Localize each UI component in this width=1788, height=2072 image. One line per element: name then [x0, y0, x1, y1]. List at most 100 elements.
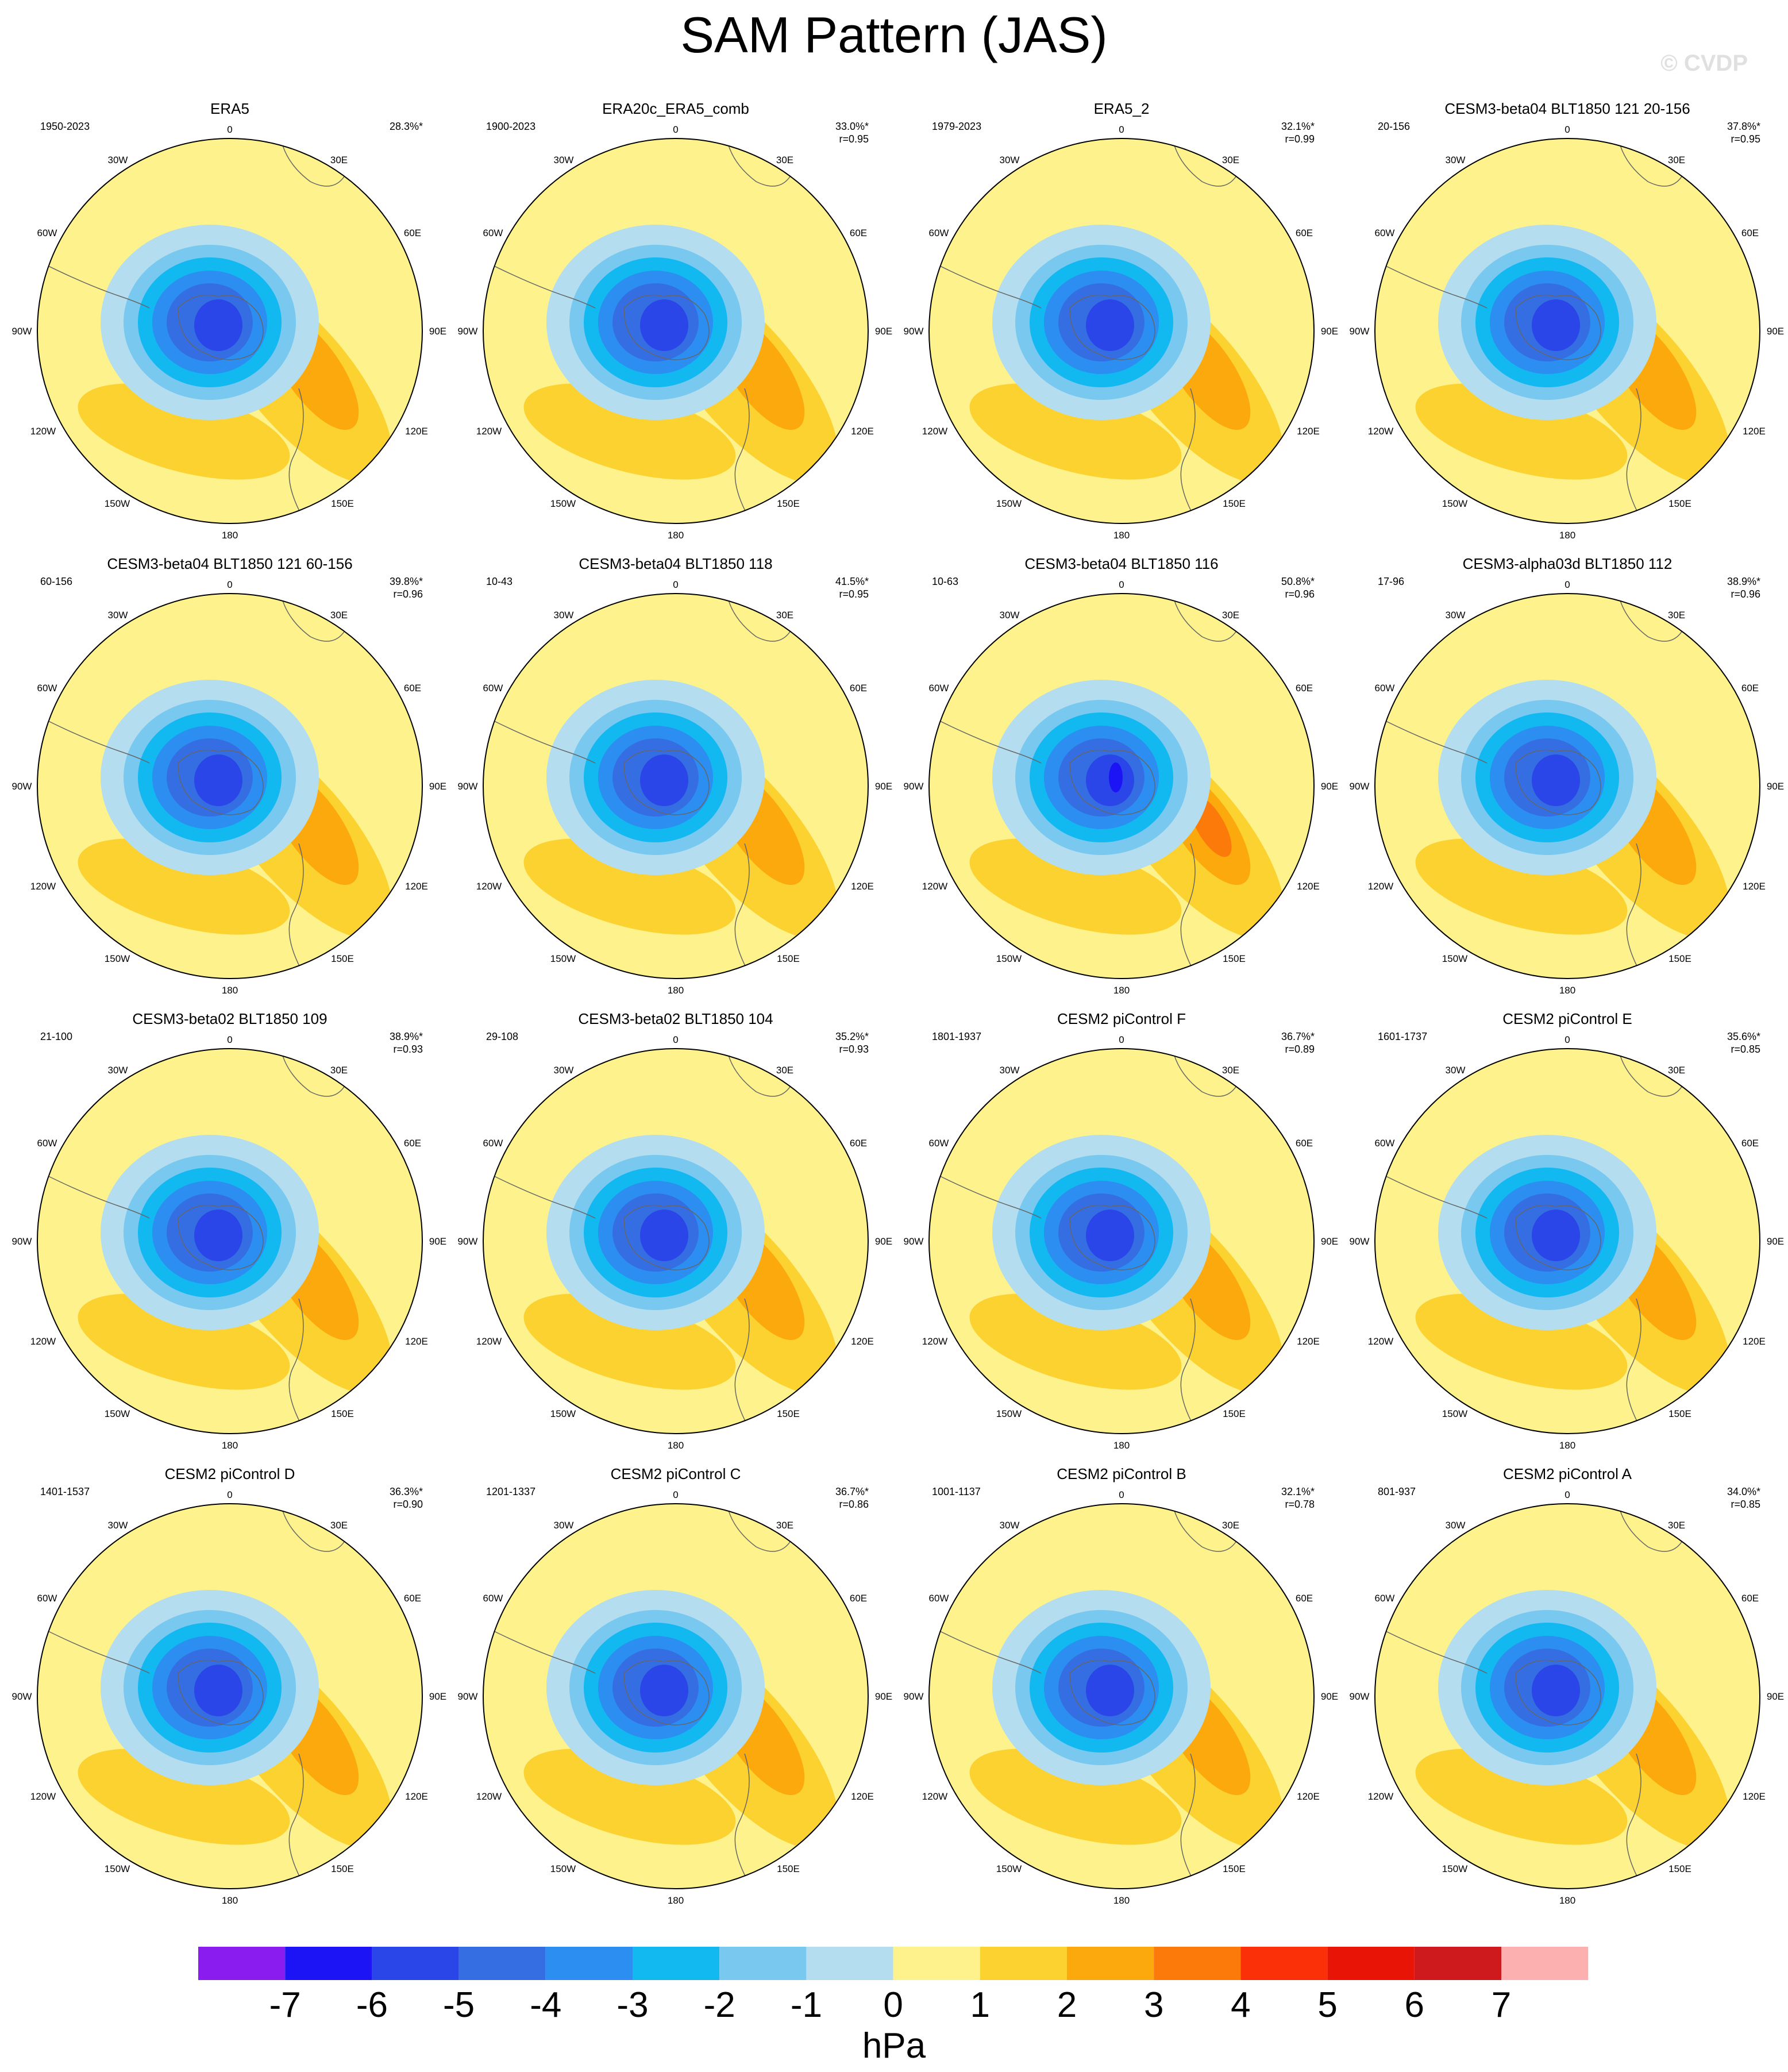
coastline: [1377, 1172, 1488, 1219]
lon-label: 60W: [37, 1593, 57, 1604]
panel-variance: 28.3%*: [390, 121, 423, 132]
colorbar-tick-label: 7: [1492, 1985, 1511, 2025]
panel-correlation: r=0.85: [1731, 1499, 1760, 1510]
lon-label: 150E: [1668, 1863, 1691, 1874]
lon-label: 90W: [904, 781, 924, 792]
coastline: [1515, 294, 1601, 360]
sam-field: [483, 138, 868, 523]
lon-label: 90E: [875, 781, 892, 792]
coastline: [931, 261, 1042, 309]
panel-variance: 36.7%*: [835, 1486, 869, 1497]
panel-title: CESM2 piControl A: [1503, 1465, 1632, 1482]
lon-label: 90W: [12, 326, 32, 337]
panel-title: CESM2 piControl E: [1502, 1010, 1632, 1027]
sam-field: [483, 594, 868, 979]
coastline: [1069, 1204, 1155, 1270]
lon-label: 90E: [875, 1236, 892, 1247]
lon-label: 120W: [1368, 1336, 1393, 1347]
coastline: [40, 1627, 150, 1674]
panel-correlation: r=0.95: [1731, 133, 1760, 145]
colorbar-swatch: [458, 1947, 546, 1980]
lon-label: 150E: [331, 1863, 354, 1874]
lon-label: 90E: [429, 1236, 446, 1247]
lon-label: 150E: [331, 1408, 354, 1419]
map-border: [483, 138, 869, 524]
lon-label: 30E: [1222, 155, 1239, 165]
panel-period: 1900-2023: [486, 121, 535, 132]
positive-anomaly: [1415, 383, 1628, 480]
lon-label: 90E: [1321, 1236, 1338, 1247]
map-panel: CESM3-beta02 BLT1850 109 21-100 38.9%*r=0.…: [12, 1010, 447, 1451]
panel-period: 21-100: [40, 1031, 72, 1042]
lon-label: 90W: [1350, 781, 1370, 792]
lon-label: 150E: [777, 1863, 800, 1874]
lon-label: 60E: [1296, 1593, 1313, 1604]
panel-title: CESM3-alpha03d BLT1850 112: [1463, 555, 1673, 572]
coastline: [281, 596, 345, 642]
positive-anomaly: [78, 1749, 290, 1845]
colorbar-swatch: [1240, 1947, 1328, 1980]
colorbar-swatch: [1327, 1947, 1415, 1980]
negative-anomaly: [194, 1665, 242, 1716]
lon-label: 0: [227, 579, 232, 590]
colorbar-tick-label: 4: [1231, 1985, 1250, 2025]
lon-label: 180: [222, 1440, 238, 1451]
lon-label: 90W: [1350, 1691, 1370, 1702]
coastline: [288, 843, 305, 976]
lon-label: 30E: [776, 155, 793, 165]
coastline: [623, 749, 710, 815]
lon-label: 180: [1559, 1440, 1575, 1451]
lon-label: 90E: [1321, 781, 1338, 792]
colorbar-swatch: [1501, 1947, 1589, 1980]
panel-period: 10-43: [486, 576, 512, 587]
lon-label: 150W: [996, 1408, 1022, 1419]
lon-label: 30W: [1446, 1520, 1466, 1531]
panel-period: 1979-2023: [932, 121, 981, 132]
lon-label: 30E: [1222, 1065, 1239, 1076]
coastline: [623, 1204, 710, 1270]
panel-period: 60-156: [40, 576, 72, 587]
panel-period: 1601-1737: [1378, 1031, 1427, 1042]
coastline: [178, 294, 264, 360]
positive-anomaly: [523, 838, 736, 935]
lon-label: 60W: [1375, 683, 1395, 694]
lon-label: 60E: [850, 683, 867, 694]
lon-label: 120E: [1297, 426, 1320, 437]
map-border: [37, 1048, 423, 1434]
map-panel: CESM2 piControl E 1601-1737 35.6%*r=0.85 0 3…: [1350, 1010, 1785, 1451]
negative-anomaly: [640, 754, 688, 806]
lon-label: 120E: [1743, 1791, 1766, 1802]
lon-label: 120W: [922, 1336, 947, 1347]
lon-label: 30W: [108, 1520, 128, 1531]
map-panel: ERA20c_ERA5_comb 1900-2023 33.0%*r=0.95 0 30…: [458, 100, 893, 541]
panel-correlation: r=0.93: [839, 1043, 869, 1055]
sam-field: [37, 1504, 422, 1889]
panel-period: 10-63: [932, 576, 958, 587]
map-border: [37, 593, 423, 979]
panel-correlation: r=0.96: [1731, 588, 1760, 600]
lon-label: 60E: [1296, 1138, 1313, 1149]
lon-label: 150E: [331, 953, 354, 964]
map-border: [928, 1503, 1315, 1889]
figure-title: SAM Pattern (JAS): [680, 6, 1108, 63]
lon-label: 90E: [1767, 1691, 1784, 1702]
positive-anomaly: [1415, 838, 1628, 935]
coastline: [727, 1506, 791, 1552]
lon-label: 60E: [850, 228, 867, 238]
lon-label: 150W: [996, 498, 1022, 509]
lon-label: 150E: [777, 953, 800, 964]
map-panel: CESM3-beta04 BLT1850 118 10-43 41.5%*r=0.9…: [458, 555, 893, 996]
lon-label: 0: [673, 579, 678, 590]
coastline: [1619, 1051, 1683, 1097]
map-panel: ERA5_2 1979-2023 32.1%*r=0.99 0 30W 30E 60W 60E…: [904, 100, 1339, 541]
lon-label: 30W: [1000, 1520, 1020, 1531]
lon-label: 120E: [1297, 881, 1320, 892]
lon-label: 150W: [1442, 1863, 1467, 1874]
lon-label: 60E: [850, 1593, 867, 1604]
lon-label: 150E: [1668, 1408, 1691, 1419]
coastline: [1173, 596, 1237, 642]
map-panel: CESM2 piControl C 1201-1337 36.7%* r=0.86 0 3…: [458, 1465, 893, 1906]
lon-label: 60E: [1296, 683, 1313, 694]
lon-label: 150W: [105, 498, 130, 509]
coastline: [1619, 596, 1683, 642]
